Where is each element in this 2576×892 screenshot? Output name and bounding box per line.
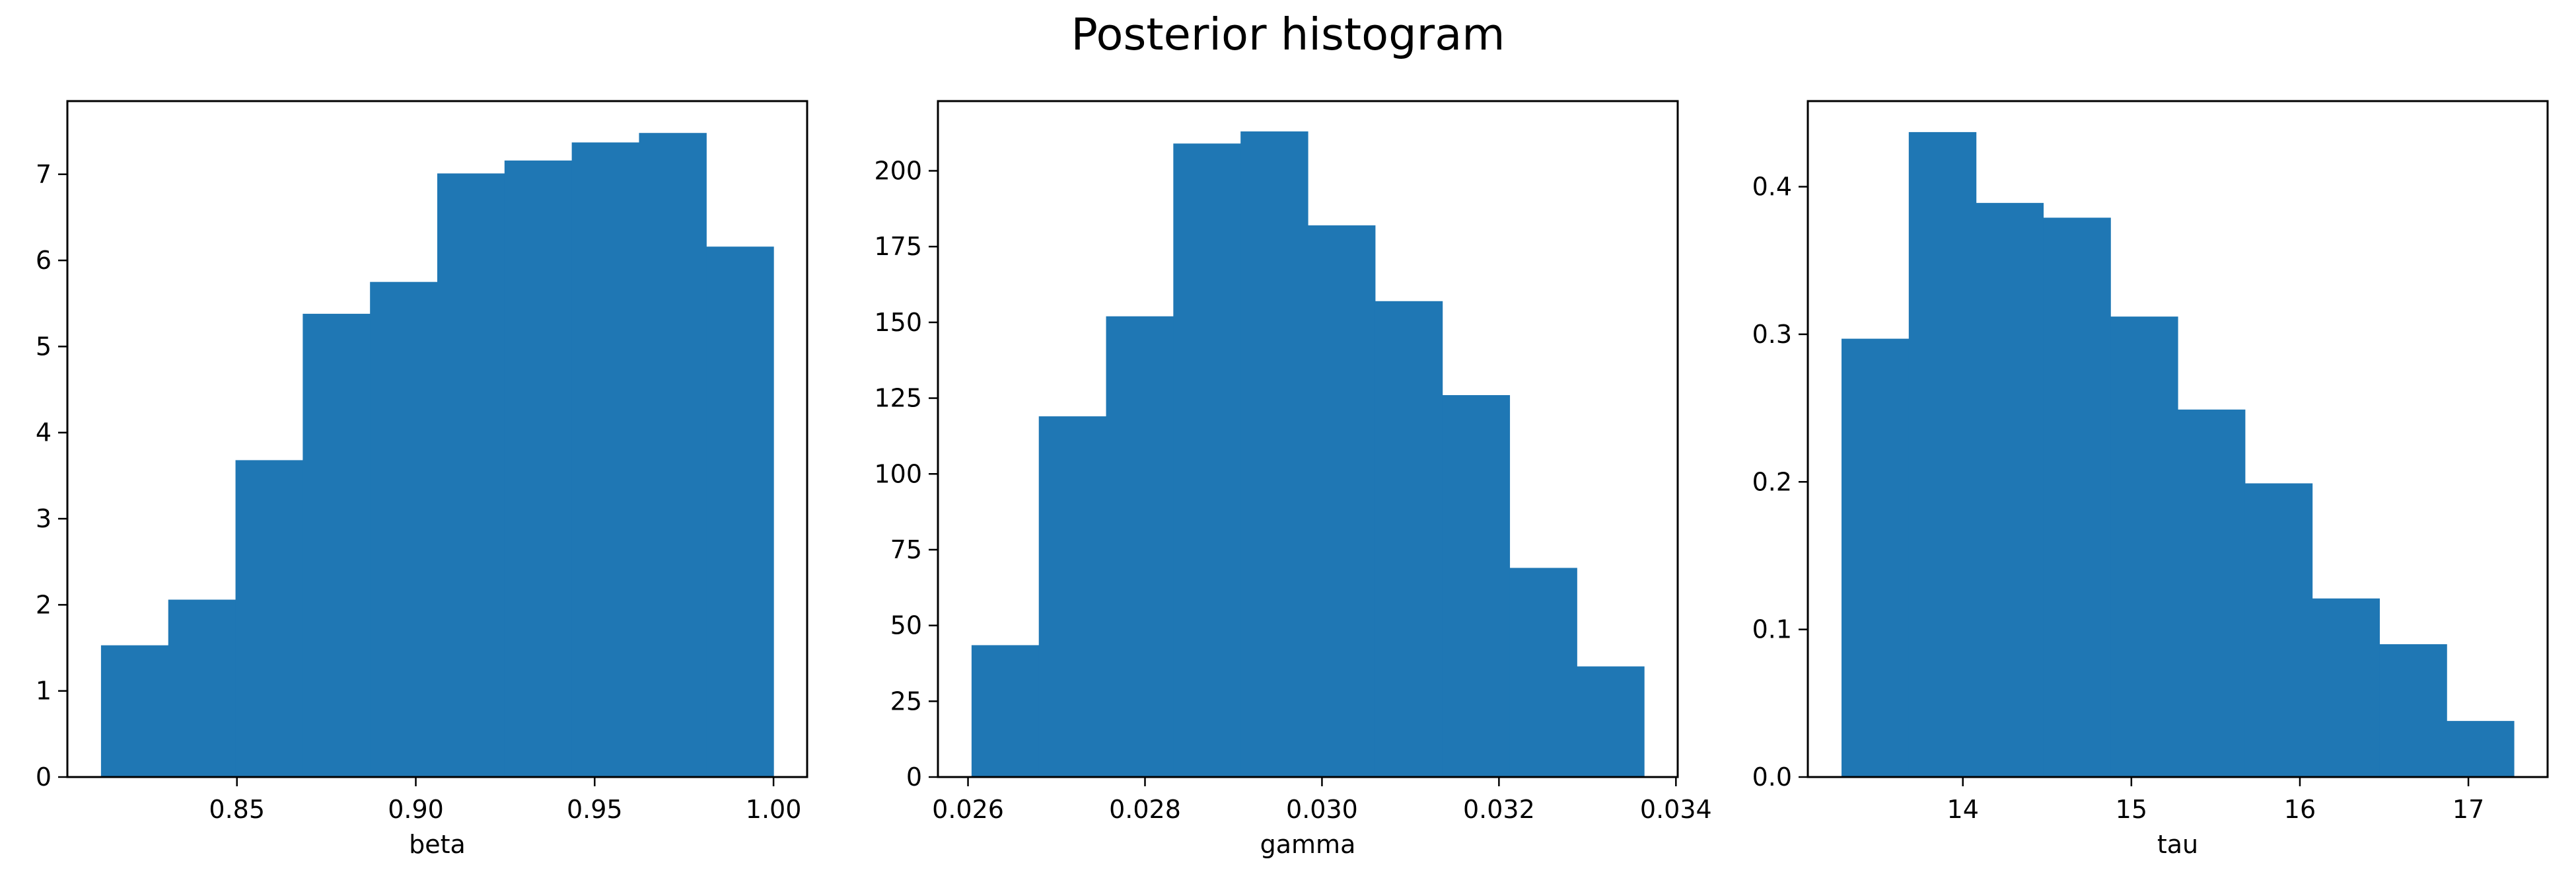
- figure-title: Posterior histogram: [1071, 9, 1505, 60]
- tau-x-axis-label: tau: [2157, 830, 2198, 859]
- beta-histogram-panel: 0.85 0.90 0.95 1.00 0 1 2 3 4 5 6 7 beta: [36, 100, 808, 859]
- tau-histogram-bar: [2312, 598, 2380, 777]
- tau-axes-frame: [1807, 100, 2549, 778]
- tau-x-tick-label: 15: [2116, 795, 2147, 824]
- gamma-y-tick-label: 0: [906, 762, 922, 792]
- beta-y-tick-label: 7: [36, 160, 52, 189]
- tau-histogram-bar: [2447, 721, 2515, 777]
- gamma-x-tick-label: 0.030: [1286, 795, 1358, 824]
- tau-histogram-bar: [1842, 338, 1910, 777]
- gamma-y-tick-label: 125: [874, 384, 922, 413]
- gamma-x-tick-label: 0.028: [1109, 795, 1181, 824]
- tau-y-tick-label: 0.1: [1752, 615, 1792, 644]
- tau-histogram-bar: [1976, 203, 2044, 777]
- gamma-y-tick-label: 100: [874, 459, 922, 488]
- beta-y-tick-label: 6: [36, 246, 52, 275]
- tau-y-tick-label: 0.3: [1752, 320, 1792, 349]
- tau-histogram-bar: [2178, 409, 2246, 777]
- beta-axes-frame: [66, 100, 808, 778]
- beta-x-axis-label: beta: [409, 830, 466, 859]
- gamma-histogram-panel: 0.026 0.028 0.030 0.032 0.034 0 25 50 75 100 125 15…: [874, 100, 1712, 859]
- beta-y-tick-label: 2: [36, 590, 52, 619]
- beta-x-tick-label: 0.85: [209, 795, 265, 824]
- gamma-y-tick-label: 75: [890, 535, 922, 564]
- tau-y-tick-label: 0.2: [1752, 467, 1792, 496]
- beta-x-tick-label: 0.95: [567, 795, 623, 824]
- tau-y-tick-label: 0.4: [1752, 172, 1792, 202]
- beta-x-tick-label: 1.00: [746, 795, 802, 824]
- gamma-histogram-bar: [1509, 568, 1577, 777]
- gamma-y-tick-label: 50: [890, 611, 922, 640]
- tau-x-tick-label: 17: [2452, 795, 2484, 824]
- gamma-histogram-bar: [1173, 143, 1241, 777]
- gamma-y-tick-label: 175: [874, 232, 922, 261]
- tau-y-tick-label: 0.0: [1752, 762, 1792, 792]
- beta-histogram-bar: [235, 460, 303, 777]
- beta-histogram-bar: [370, 281, 438, 777]
- beta-y-tick-label: 1: [36, 677, 52, 706]
- tau-histogram-panel: 14 15 16 17 0.0 0.1 0.2 0.3 0.4 tau: [1752, 100, 2549, 859]
- gamma-x-tick-label: 0.032: [1463, 795, 1535, 824]
- gamma-histogram-bar: [971, 645, 1040, 777]
- gamma-y-tick-label: 200: [874, 157, 922, 186]
- tau-histogram-bar: [2244, 483, 2313, 777]
- tau-x-tick-label: 14: [1947, 795, 1979, 824]
- gamma-y-tick-label: 150: [874, 308, 922, 337]
- gamma-axes-frame: [937, 100, 1679, 778]
- beta-y-tick-label: 4: [36, 418, 52, 447]
- gamma-y-tick-label: 25: [890, 687, 922, 716]
- tau-histogram-bar: [2110, 316, 2178, 778]
- beta-histogram-bar: [571, 142, 640, 778]
- gamma-histogram-bar: [1442, 394, 1511, 777]
- beta-histogram-bar: [437, 173, 505, 777]
- beta-y-tick-label: 3: [36, 504, 52, 533]
- gamma-x-tick-label: 0.034: [1640, 795, 1712, 824]
- gamma-histogram-bar: [1375, 301, 1443, 777]
- gamma-histogram-bar: [1240, 131, 1308, 777]
- beta-y-tick-label: 0: [36, 762, 52, 792]
- gamma-x-tick-label: 0.026: [932, 795, 1004, 824]
- gamma-histogram-bar: [1308, 225, 1376, 777]
- beta-histogram-bar: [303, 313, 371, 778]
- beta-histogram-bar: [168, 599, 236, 777]
- beta-histogram-bar: [504, 160, 573, 777]
- tau-x-tick-label: 16: [2284, 795, 2316, 824]
- gamma-histogram-bar: [1106, 316, 1174, 778]
- beta-histogram-bar: [100, 645, 169, 777]
- beta-histogram-bar: [706, 246, 774, 777]
- gamma-histogram-bar: [1038, 416, 1107, 777]
- tau-histogram-bar: [2379, 644, 2447, 777]
- beta-histogram-bar: [639, 133, 707, 777]
- beta-y-tick-label: 5: [36, 332, 52, 361]
- gamma-histogram-bar: [1577, 666, 1645, 777]
- gamma-x-axis-label: gamma: [1260, 830, 1356, 859]
- beta-x-tick-label: 0.90: [388, 795, 444, 824]
- tau-histogram-bar: [1908, 131, 1977, 777]
- tau-histogram-bar: [2043, 217, 2111, 778]
